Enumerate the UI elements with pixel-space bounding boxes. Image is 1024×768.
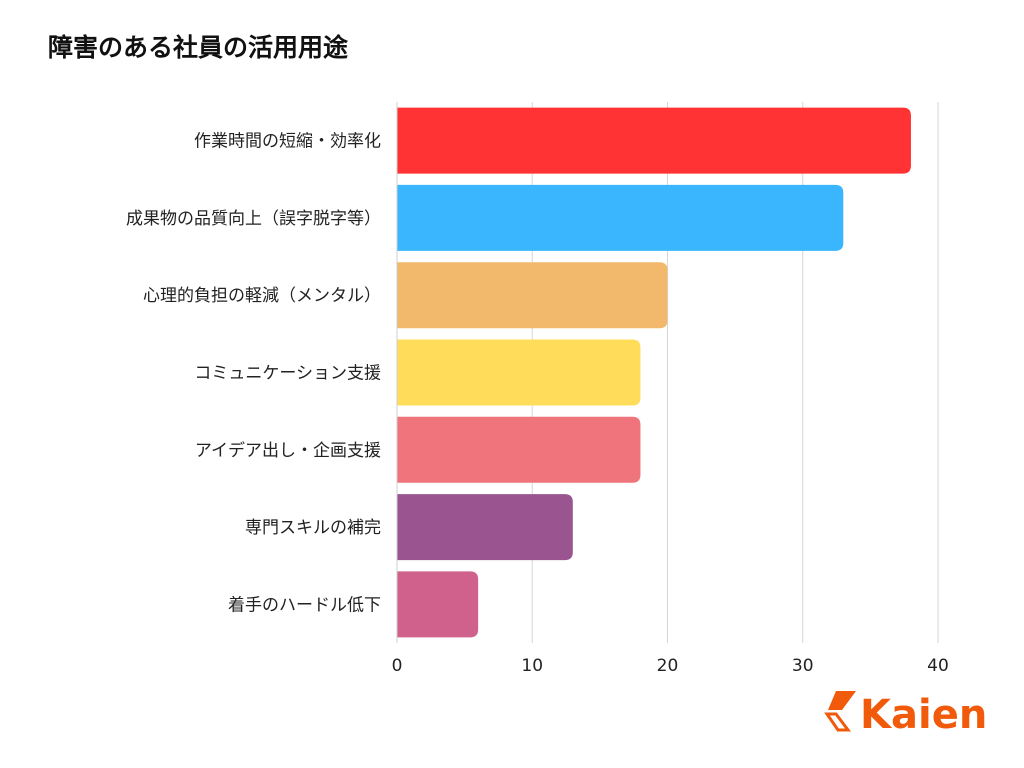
x-tick-label: 0: [392, 656, 403, 676]
bar: [397, 107, 911, 174]
x-tick-label: 20: [657, 656, 679, 676]
category-label: 専門スキルの補完: [245, 518, 381, 538]
category-label: 心理的負担の軽減（メンタル）: [143, 286, 381, 306]
bar: [397, 571, 479, 638]
category-label: 成果物の品質向上（誤字脱字等）: [126, 209, 381, 229]
x-tick-label: 10: [521, 656, 543, 676]
bar: [397, 416, 641, 483]
category-label: 作業時間の短縮・効率化: [194, 132, 381, 152]
x-tick-label: 40: [927, 656, 949, 676]
category-label: 着手のハードル低下: [228, 595, 381, 615]
chart-title: 障害のある社員の活用用途: [48, 33, 349, 62]
bar: [397, 262, 668, 329]
svg-text:Kaien: Kaien: [860, 692, 987, 736]
kaien-logo: Kaien: [824, 691, 987, 736]
bar: [397, 184, 844, 251]
x-tick-label: 30: [792, 656, 814, 676]
bar: [397, 339, 641, 406]
category-label: アイデア出し・企画支援: [195, 440, 381, 461]
bar: [397, 494, 573, 561]
category-label: コミュニケーション支援: [194, 364, 381, 384]
